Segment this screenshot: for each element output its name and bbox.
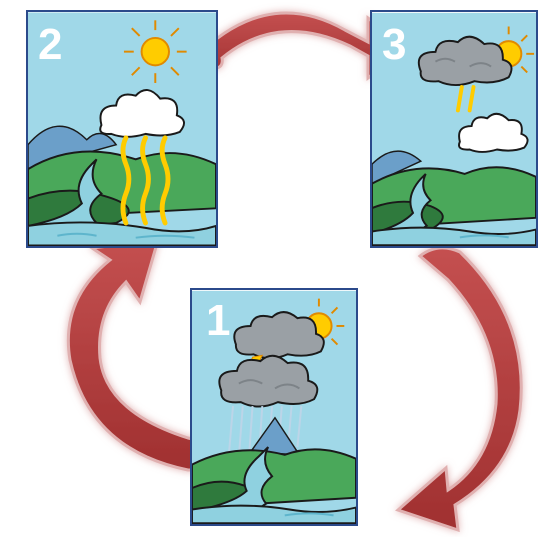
panel-2-evaporation: 2 [26,10,218,248]
panel-number-3: 3 [382,20,406,70]
panel-number-1: 1 [206,296,230,346]
arrow-left [68,240,206,470]
arrow-right [398,248,521,530]
panel-1-precipitation: 1 [190,288,358,526]
panel-3-condensation: 3 [370,10,538,248]
panel-number-2: 2 [38,20,62,70]
sun-icon [124,20,187,83]
